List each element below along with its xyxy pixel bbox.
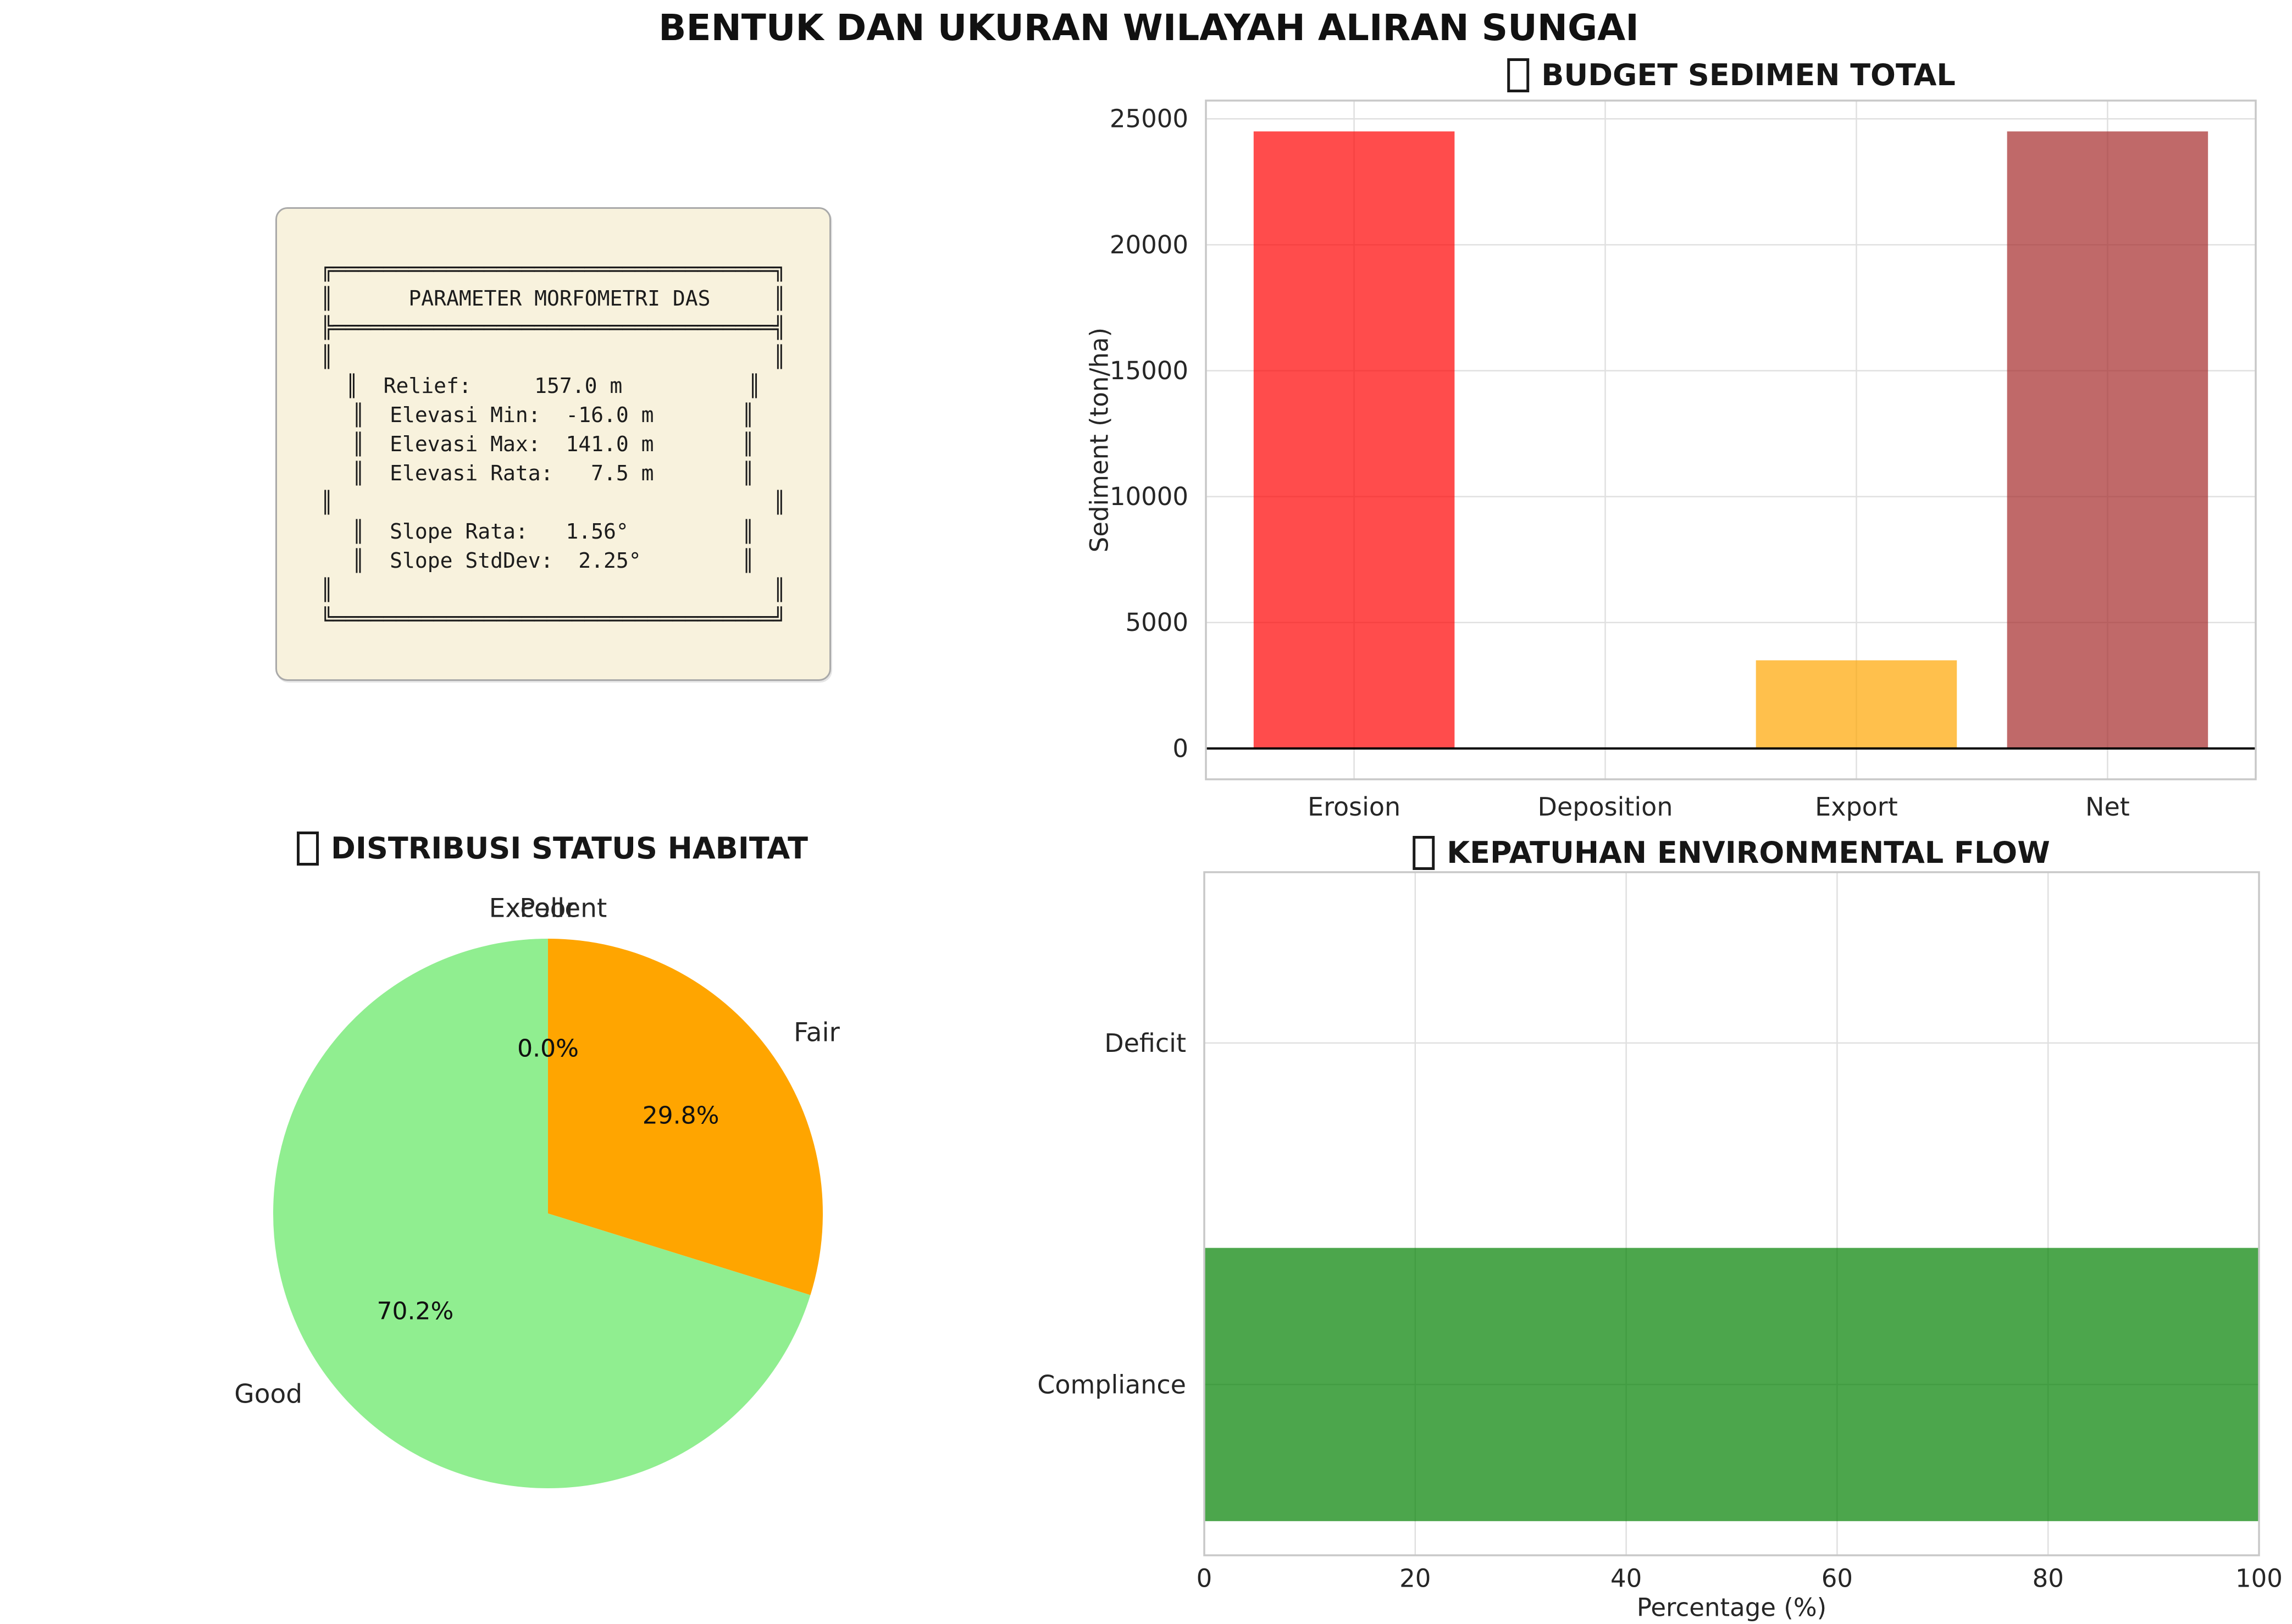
bars bbox=[1253, 131, 2208, 749]
bar-erosion bbox=[1253, 131, 1455, 749]
y-tick-label: 0 bbox=[1172, 734, 1188, 763]
x-tick-label: Net bbox=[2085, 792, 2130, 822]
pie-pct-excellent: 0.0% bbox=[517, 1035, 579, 1063]
param-box-line: ║ PARAMETER MORFOMETRI DAS ║ bbox=[320, 286, 786, 311]
figure-suptitle: BENTUK DAN UKURAN WILAYAH ALIRAN SUNGAI bbox=[658, 7, 1639, 49]
x-tick-label: 100 bbox=[2235, 1564, 2283, 1593]
missing-glyph-icon bbox=[1507, 58, 1530, 92]
param-box-line: ║ Slope StdDev: 2.25° ║ bbox=[352, 548, 755, 573]
y-tick-label: 5000 bbox=[1125, 608, 1188, 637]
axes-spines bbox=[1205, 99, 2257, 780]
param-box-line: ║ Slope Rata: 1.56° ║ bbox=[352, 519, 755, 544]
sediment-chart-title-text: BUDGET SEDIMEN TOTAL bbox=[1541, 58, 1956, 92]
param-box-line: ║ ║ bbox=[320, 577, 786, 602]
x-tick-label: Erosion bbox=[1308, 792, 1400, 822]
bars bbox=[1204, 1248, 2259, 1521]
sediment-chart-title: BUDGET SEDIMEN TOTAL bbox=[1507, 58, 1956, 92]
environmental-flow-hbar-chart: Compliance Deficit 0 20 40 60 80 100 Percentage … bbox=[1037, 871, 2283, 1622]
y-tick-label: 20000 bbox=[1110, 230, 1188, 259]
param-box-line: ║ Relief: 157.0 m ║ bbox=[346, 373, 761, 398]
pie-pct-poor: 0.0% bbox=[517, 1035, 579, 1063]
sediment-budget-bar-chart: 0 5000 10000 15000 20000 25000 Erosion Depositi… bbox=[1085, 99, 2257, 822]
pie-label-excellent: Excellent bbox=[489, 894, 607, 924]
x-tick-label: Deposition bbox=[1538, 792, 1673, 822]
pie-slice-good bbox=[273, 939, 811, 1488]
param-box-line: ║ Elevasi Rata: 7.5 m ║ bbox=[352, 461, 755, 485]
param-box-line: ╔═══════════════════════════════════╗ bbox=[320, 257, 786, 281]
x-axis-label: Percentage (%) bbox=[1637, 1593, 1826, 1622]
habitat-chart-title: DISTRIBUSI STATUS HABITAT bbox=[297, 831, 808, 866]
y-tick-label: Deficit bbox=[1104, 1028, 1186, 1058]
x-tick-label: 20 bbox=[1399, 1564, 1431, 1593]
x-tick-label: 80 bbox=[2033, 1564, 2064, 1593]
param-box-line: ║ Elevasi Min: -16.0 m ║ bbox=[352, 402, 755, 427]
y-tick-label: 25000 bbox=[1110, 104, 1188, 134]
x-tick-label: 60 bbox=[1822, 1564, 1853, 1593]
pie-pct-fair: 29.8% bbox=[643, 1102, 719, 1130]
y-tick-label: Compliance bbox=[1037, 1370, 1186, 1399]
param-box-line: ╠═══════════════════════════════════╣ bbox=[320, 315, 786, 340]
bar-export bbox=[1756, 660, 1957, 749]
param-box-line: ║ ║ bbox=[320, 490, 786, 514]
missing-glyph-icon bbox=[1413, 835, 1435, 870]
axes-spines bbox=[1203, 871, 2260, 1556]
pie-slice-fair bbox=[548, 939, 823, 1295]
bar-compliance bbox=[1204, 1248, 2259, 1521]
y-tick-label: 10000 bbox=[1110, 482, 1188, 511]
x-tick-label: 40 bbox=[1610, 1564, 1642, 1593]
param-box-line: ║ ║ bbox=[320, 344, 786, 369]
x-tick-label: Export bbox=[1815, 792, 1898, 822]
bar-net bbox=[2007, 131, 2208, 749]
param-box-line: ║ Elevasi Max: 141.0 m ║ bbox=[352, 431, 755, 456]
x-tick-label: 0 bbox=[1197, 1564, 1213, 1593]
eflow-chart-title: KEPATUHAN ENVIRONMENTAL FLOW bbox=[1413, 835, 2050, 870]
pie-label-poor: Poor bbox=[519, 894, 577, 924]
y-axis-label: Sediment (ton/ha) bbox=[1085, 328, 1114, 552]
pie-label-fair: Fair bbox=[794, 1017, 840, 1047]
pie-pct-good: 70.2% bbox=[377, 1297, 454, 1325]
y-tick-label: 15000 bbox=[1110, 356, 1188, 385]
pie-label-good: Good bbox=[234, 1379, 302, 1410]
param-box-line: ╚═══════════════════════════════════╝ bbox=[320, 606, 786, 631]
parameter-morfometri-box: ╔═══════════════════════════════════╗ ║ P… bbox=[275, 207, 831, 681]
eflow-chart-title-text: KEPATUHAN ENVIRONMENTAL FLOW bbox=[1447, 835, 2050, 870]
missing-glyph-icon bbox=[297, 831, 319, 866]
habitat-chart-title-text: DISTRIBUSI STATUS HABITAT bbox=[331, 831, 808, 866]
